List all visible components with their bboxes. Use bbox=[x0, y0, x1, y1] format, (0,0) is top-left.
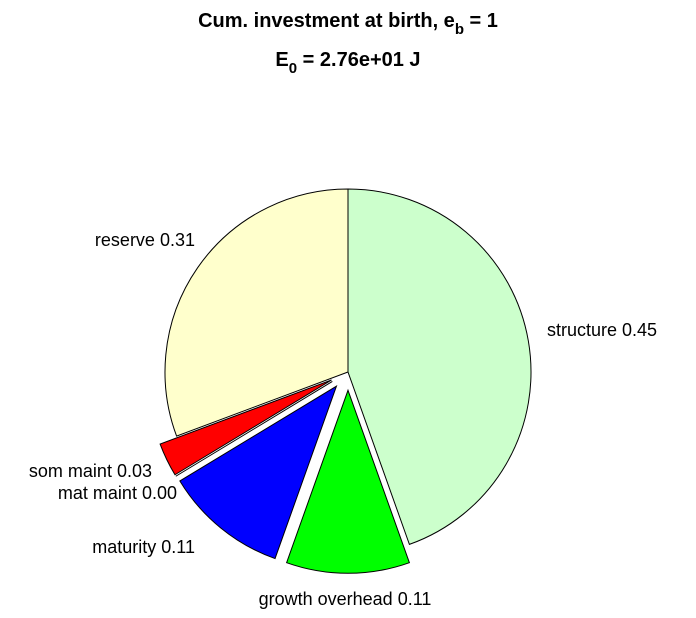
subtitle-end: = 2.76e+01 J bbox=[297, 49, 420, 71]
slice-label: som maint 0.03 bbox=[29, 461, 152, 481]
slice-category: structure bbox=[547, 320, 617, 340]
slice-value: 0.03 bbox=[117, 461, 152, 481]
pie-slice bbox=[164, 188, 349, 437]
pie-slice bbox=[285, 388, 411, 574]
pie-slice bbox=[175, 381, 333, 477]
pie-slice bbox=[347, 188, 532, 546]
slice-category: maturity bbox=[92, 537, 156, 557]
slice-category: som maint bbox=[29, 461, 112, 481]
slice-value: 0.31 bbox=[160, 230, 195, 250]
slice-label: mat maint 0.00 bbox=[58, 483, 177, 503]
slice-category: reserve bbox=[95, 230, 155, 250]
slice-category: growth overhead bbox=[259, 589, 393, 609]
title-text: Cum. investment at birth, e bbox=[198, 10, 455, 32]
pie-slice bbox=[179, 385, 338, 560]
slice-value: 0.00 bbox=[142, 483, 177, 503]
slice-label: maturity 0.11 bbox=[92, 537, 195, 557]
slice-value: 0.11 bbox=[161, 537, 195, 557]
pie-slice bbox=[159, 379, 332, 476]
title-subscript: b bbox=[455, 21, 464, 38]
slice-category: mat maint bbox=[58, 483, 137, 503]
slice-label: growth overhead 0.11 bbox=[259, 589, 432, 609]
chart-subtitle: E0 = 2.76e+01 J bbox=[275, 49, 420, 77]
slice-label: structure 0.45 bbox=[547, 320, 657, 340]
subtitle-text: E bbox=[275, 49, 288, 71]
title-end: = 1 bbox=[464, 10, 498, 32]
slice-value: 0.45 bbox=[622, 320, 657, 340]
slice-value: 0.11 bbox=[398, 589, 432, 609]
slice-label: reserve 0.31 bbox=[95, 230, 195, 250]
chart-title: Cum. investment at birth, eb = 1 bbox=[198, 10, 498, 38]
subtitle-subscript: 0 bbox=[289, 60, 297, 77]
